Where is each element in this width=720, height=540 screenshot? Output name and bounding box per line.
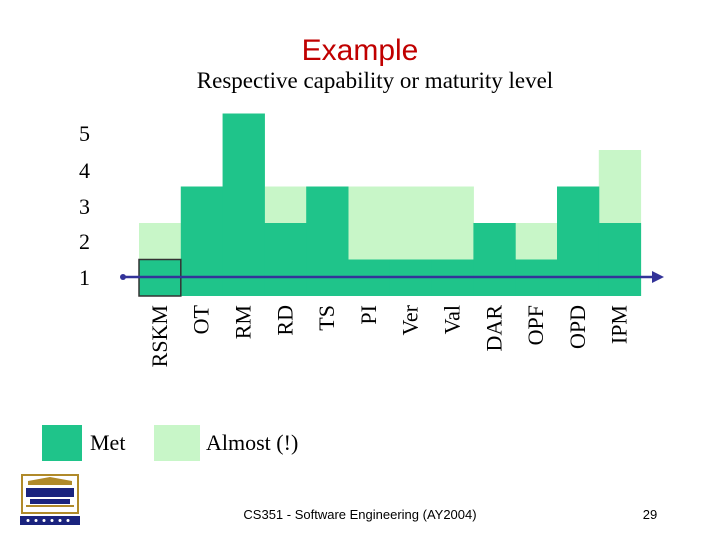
bar-met-opd bbox=[557, 186, 600, 296]
bar-met-rd bbox=[264, 223, 307, 296]
x-category-label-ts: TS bbox=[314, 305, 339, 331]
footer-text: CS351 - Software Engineering (AY2004) bbox=[243, 507, 477, 522]
legend-label-met: Met bbox=[90, 430, 126, 455]
page-number: 29 bbox=[642, 507, 658, 522]
x-category-label-pi: PI bbox=[356, 305, 381, 325]
x-category-label-rskm: RSKM bbox=[147, 305, 172, 367]
y-tick-label: 4 bbox=[79, 158, 90, 183]
x-category-label-rm: RM bbox=[231, 305, 256, 339]
x-category-label-dar: DAR bbox=[481, 305, 506, 352]
y-axis-label: Respective capability or maturity level bbox=[196, 68, 554, 93]
bar-met-ts bbox=[306, 186, 349, 296]
slide-title: Example bbox=[301, 34, 419, 67]
x-category-label-opd: OPD bbox=[565, 305, 590, 349]
y-tick-label: 2 bbox=[79, 229, 90, 254]
x-category-label-rd: RD bbox=[272, 305, 297, 336]
university-logo bbox=[18, 473, 82, 527]
y-ticks: 1 2 3 4 5 bbox=[79, 121, 90, 290]
x-category-label-ipm: IPM bbox=[607, 305, 632, 344]
legend-label-almost: Almost (!) bbox=[206, 430, 299, 455]
y-tick-label: 1 bbox=[79, 265, 90, 290]
legend-swatch-almost bbox=[154, 425, 200, 461]
bar-met-ipm bbox=[598, 223, 642, 296]
bar-met-ot bbox=[180, 186, 224, 296]
x-axis-arrow bbox=[652, 271, 664, 283]
x-category-label-ot: OT bbox=[189, 304, 214, 334]
legend-swatch-met bbox=[42, 425, 82, 461]
x-category-labels: RSKM OT RM RD TS PI Ver Val DAR OPF OPD IPM bbox=[147, 304, 632, 367]
x-category-label-opf: OPF bbox=[523, 305, 548, 345]
bar-met-rm bbox=[222, 113, 265, 296]
bar-met-dar bbox=[473, 223, 516, 296]
x-category-label-ver: Ver bbox=[398, 304, 423, 335]
capability-bar-chart: 1 2 3 4 5 RSKM OT RM RD TS PI Ver Val DAR OPF OPD IPM bbox=[79, 113, 664, 367]
x-category-label-val: Val bbox=[440, 305, 465, 334]
y-tick-label: 5 bbox=[79, 121, 90, 146]
y-tick-label: 3 bbox=[79, 194, 90, 219]
axes bbox=[120, 271, 664, 283]
x-axis-origin bbox=[120, 274, 126, 280]
